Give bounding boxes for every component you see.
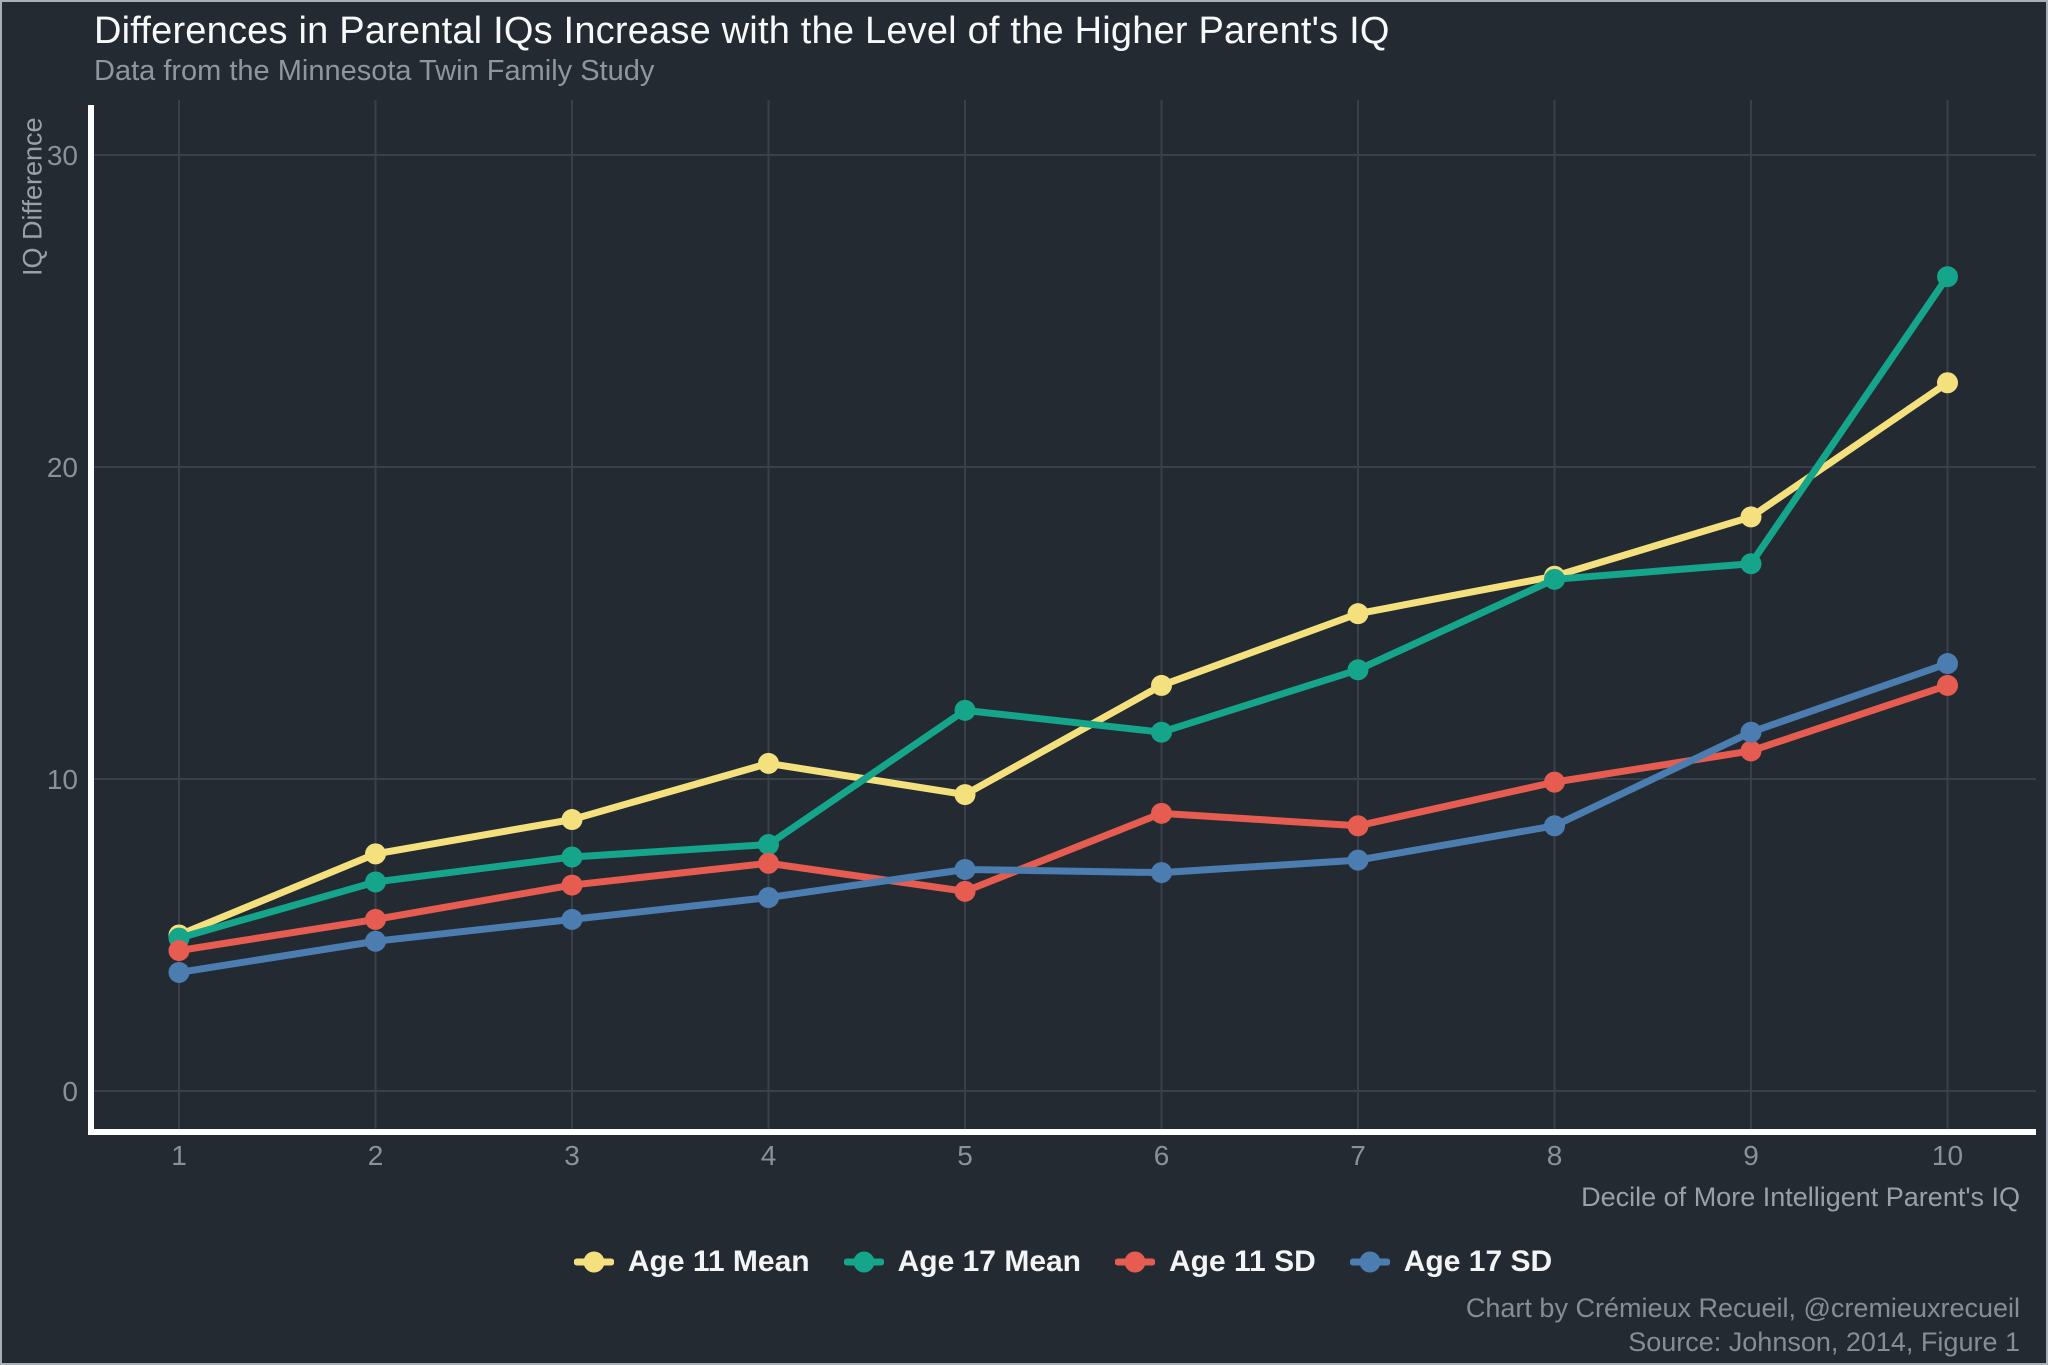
x-tick-label: 9 <box>1743 1140 1759 1171</box>
data-point-age-17-sd-3 <box>561 908 583 930</box>
x-tick-label: 7 <box>1350 1140 1366 1171</box>
gridlines <box>94 100 2036 1129</box>
legend-item-age-11-sd: Age 11 SD <box>1115 1245 1316 1279</box>
data-point-age-11-mean-5 <box>954 784 976 806</box>
tick-labels: 1 2 3 4 5 6 7 8 9 10 0 10 20 30 <box>47 140 1963 1171</box>
caption: Chart by Crémieux Recueil, @cremieuxrecu… <box>1466 1291 2020 1359</box>
legend-item-age-17-sd: Age 17 SD <box>1349 1245 1553 1279</box>
data-point-age-17-sd-5 <box>954 858 976 880</box>
data-point-age-11-mean-10 <box>1937 372 1958 394</box>
data-point-age-11-sd-4 <box>758 852 779 874</box>
data-point-age-17-sd-8 <box>1544 815 1565 837</box>
chart-title: Differences in Parental IQs Increase wit… <box>94 10 1390 52</box>
data-point-age-11-sd-2 <box>365 908 386 930</box>
data-point-age-11-mean-2 <box>365 843 386 865</box>
x-axis-title: Decile of More Intelligent Parent's IQ <box>1581 1182 2020 1212</box>
chart-subtitle: Data from the Minnesota Twin Family Stud… <box>94 55 655 87</box>
legend-marker-age-11-mean <box>573 1251 614 1273</box>
series-age-11-sd <box>168 674 1958 962</box>
x-tick-label: 4 <box>761 1140 777 1171</box>
x-tick-label: 8 <box>1547 1140 1563 1171</box>
y-tick-label: 30 <box>47 140 78 171</box>
legend-label-age-17-mean: Age 17 Mean <box>897 1245 1082 1278</box>
data-point-age-17-mean-6 <box>1151 721 1172 743</box>
data-point-age-11-sd-8 <box>1544 771 1565 793</box>
data-point-age-17-mean-10 <box>1937 266 1958 288</box>
data-point-age-17-sd-4 <box>758 887 779 909</box>
data-point-age-17-sd-2 <box>365 930 386 952</box>
data-point-age-11-sd-6 <box>1151 802 1172 824</box>
data-point-age-11-sd-10 <box>1937 674 1958 696</box>
data-point-age-17-mean-8 <box>1544 568 1565 590</box>
data-point-age-11-sd-5 <box>954 880 976 902</box>
x-tick-label: 2 <box>368 1140 384 1171</box>
y-tick-label: 0 <box>62 1076 78 1107</box>
y-axis-title: IQ Difference <box>17 117 48 277</box>
legend-item-age-11-mean: Age 11 Mean <box>573 1245 810 1279</box>
series-age-11-mean <box>168 372 1958 946</box>
data-point-age-11-sd-9 <box>1740 740 1762 762</box>
x-tick-label: 5 <box>957 1140 973 1171</box>
caption-credit: Chart by Crémieux Recueil, @cremieuxrecu… <box>1465 1293 2020 1323</box>
legend-label-age-11-sd: Age 11 SD <box>1169 1245 1316 1278</box>
data-point-age-17-mean-2 <box>365 871 386 893</box>
data-point-age-17-mean-3 <box>561 846 583 868</box>
data-point-age-11-sd-3 <box>561 874 583 896</box>
axis-lines <box>88 105 2036 1135</box>
data-point-age-17-sd-1 <box>168 961 190 983</box>
legend-item-age-17-mean: Age 17 Mean <box>843 1245 1082 1279</box>
legend-marker-age-17-sd <box>1349 1251 1390 1273</box>
legend-marker-age-11-sd <box>1115 1251 1156 1273</box>
data-point-age-17-mean-9 <box>1740 553 1762 575</box>
data-point-age-17-sd-6 <box>1151 862 1172 884</box>
y-tick-label: 10 <box>47 764 78 795</box>
x-tick-label: 3 <box>564 1140 580 1171</box>
caption-source: Source: Johnson, 2014, Figure 1 <box>1628 1327 2020 1357</box>
data-point-age-17-sd-7 <box>1347 849 1369 871</box>
x-tick-label: 6 <box>1154 1140 1170 1171</box>
data-point-age-11-mean-4 <box>758 752 779 774</box>
data-point-age-11-mean-6 <box>1151 674 1172 696</box>
legend-label-age-11-mean: Age 11 Mean <box>627 1245 810 1278</box>
data-point-age-17-mean-7 <box>1347 659 1369 681</box>
data-point-age-11-sd-7 <box>1347 815 1369 837</box>
data-point-age-11-mean-9 <box>1740 506 1762 528</box>
legend-marker-age-17-mean <box>843 1251 884 1273</box>
data-point-age-17-mean-5 <box>954 699 976 721</box>
data-point-age-17-mean-4 <box>758 834 779 856</box>
series-age-17-mean <box>168 266 1958 949</box>
data-point-age-11-sd-1 <box>168 940 190 962</box>
data-point-age-11-mean-7 <box>1347 603 1369 625</box>
data-point-age-17-sd-9 <box>1740 721 1762 743</box>
data-point-age-11-mean-3 <box>561 809 583 831</box>
x-tick-label: 1 <box>171 1140 187 1171</box>
y-tick-label: 20 <box>47 452 78 483</box>
series-age-17-sd <box>168 653 1958 983</box>
data-point-age-17-sd-10 <box>1937 653 1958 675</box>
legend-label-age-17-sd: Age 17 SD <box>1403 1245 1553 1278</box>
x-tick-label: 10 <box>1932 1140 1963 1171</box>
legend: Age 11 Mean Age 17 Mean Age 11 SD Age 17 SD <box>90 1238 2036 1286</box>
